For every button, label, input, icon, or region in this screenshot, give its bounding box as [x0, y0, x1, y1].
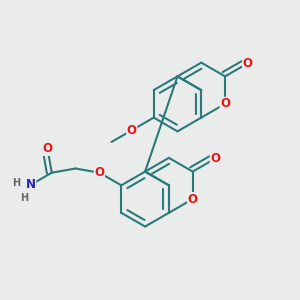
Text: O: O: [94, 166, 104, 179]
Text: H: H: [20, 194, 28, 203]
Text: O: O: [188, 193, 198, 206]
Text: O: O: [43, 142, 52, 155]
Text: O: O: [127, 124, 137, 137]
Text: O: O: [210, 152, 220, 165]
Text: H: H: [12, 178, 20, 188]
Text: O: O: [243, 57, 253, 70]
Text: O: O: [220, 98, 230, 110]
Text: N: N: [26, 178, 36, 191]
